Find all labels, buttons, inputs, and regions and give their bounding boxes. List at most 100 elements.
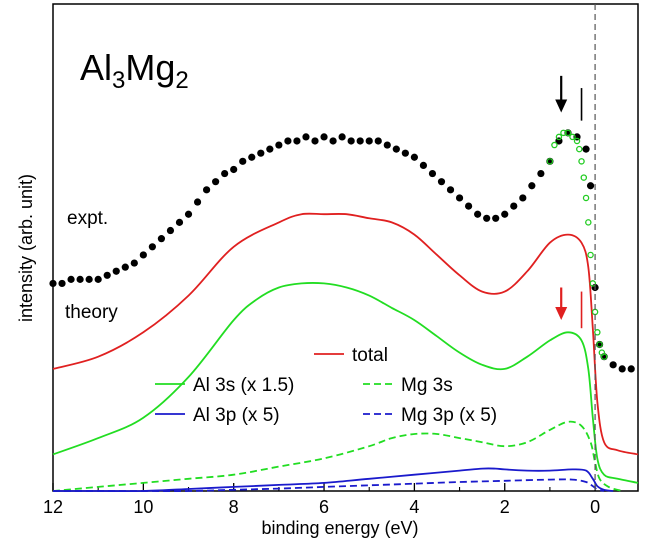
point-expt-hv-15	[594, 329, 601, 336]
point-expt-53	[528, 182, 536, 190]
point-expt-5	[94, 275, 102, 283]
point-expt-48	[483, 214, 491, 222]
point-expt-hv-4	[564, 129, 572, 137]
series-layer	[49, 129, 639, 493]
x-tick-label-1: 10	[133, 497, 153, 517]
point-expt-hv-8	[578, 158, 585, 165]
point-expt-13	[166, 226, 175, 235]
point-expt-26	[284, 137, 292, 145]
point-expt-hv-12	[587, 251, 594, 259]
arrow-head-0	[555, 99, 568, 113]
x-tick-label-5: 2	[500, 497, 510, 517]
point-expt-33	[347, 137, 355, 145]
series-al-3p-x-5	[52, 467, 614, 493]
point-expt-20	[230, 165, 238, 174]
point-expt-28	[302, 133, 310, 141]
point-expt-35	[365, 137, 373, 145]
x-tick-label-2: 8	[229, 497, 239, 517]
point-expt-29	[311, 137, 319, 145]
x-tick-label-3: 6	[319, 497, 329, 517]
point-expt-8	[121, 263, 129, 271]
legend-label-mg3s: Mg 3s	[401, 375, 453, 396]
point-expt-52	[519, 194, 527, 202]
point-expt-hv-9	[580, 174, 588, 181]
point-expt-hv-16	[596, 341, 603, 348]
chart-title: Al3Mg2	[80, 47, 189, 94]
point-expt-31	[329, 137, 337, 145]
point-expt-50	[501, 210, 509, 218]
point-expt-hv-10	[582, 194, 590, 202]
x-tick-label-4: 4	[409, 497, 419, 517]
point-expt-hv-11	[585, 219, 592, 226]
point-expt-44	[446, 186, 455, 194]
point-expt-25	[275, 141, 283, 149]
point-expt-19	[221, 169, 229, 178]
point-expt-9	[130, 259, 138, 267]
point-expt-24	[266, 145, 274, 153]
point-expt-6	[103, 271, 111, 279]
point-expt-37	[383, 141, 391, 149]
point-expt-64	[609, 361, 617, 369]
x-tick-label-0: 12	[43, 497, 63, 517]
point-expt-54	[537, 169, 545, 178]
x-ticks: 12 10 8 6 4 2 0	[43, 483, 600, 517]
series-mg-3s	[52, 420, 623, 492]
point-expt-hv-18	[600, 353, 608, 360]
legend-label-al3p: Al 3p (x 5)	[193, 405, 280, 426]
point-expt-39	[401, 149, 409, 157]
point-expt-65	[618, 365, 626, 373]
point-expt-14	[175, 218, 184, 226]
point-expt-hv-2	[555, 133, 563, 141]
point-expt-hv-13	[589, 280, 597, 287]
series-mg-3p-x-5	[52, 478, 605, 492]
point-expt-34	[356, 137, 364, 145]
point-expt-66	[627, 365, 635, 373]
legend-label-mg3p: Mg 3p (x 5)	[401, 405, 497, 426]
point-expt-7	[112, 267, 120, 275]
point-expt-12	[157, 235, 166, 243]
point-expt-60	[586, 182, 595, 190]
point-expt-43	[437, 178, 446, 186]
point-expt-59	[582, 145, 590, 153]
point-expt-49	[492, 214, 500, 222]
point-expt-3	[76, 275, 84, 283]
point-expt-11	[148, 243, 156, 251]
point-expt-hv-14	[591, 308, 599, 316]
marker-layer	[555, 75, 583, 329]
legend: total Al 3s (x 1.5) Mg 3s Al 3p (x 5) Mg…	[155, 345, 497, 426]
legend-label-al3s: Al 3s (x 1.5)	[193, 375, 294, 396]
y-axis-label: intensity (arb. unit)	[16, 174, 36, 322]
series-total	[52, 212, 639, 456]
point-expt-hv-6	[573, 137, 581, 145]
x-tick-label-6: 0	[590, 497, 600, 517]
label-expt: expt.	[67, 208, 108, 229]
point-expt-hv-0	[546, 158, 554, 165]
point-expt-hv-3	[560, 129, 567, 137]
point-expt-46	[464, 202, 473, 210]
point-expt-36	[374, 137, 382, 145]
point-expt-hv-1	[551, 141, 558, 149]
point-expt-38	[392, 145, 400, 153]
point-expt-1	[58, 279, 66, 288]
point-expt-16	[193, 198, 202, 206]
point-expt-hv-5	[569, 133, 576, 141]
point-expt-27	[293, 137, 301, 145]
point-expt-0	[49, 279, 57, 288]
point-expt-17	[202, 186, 211, 194]
point-expt-42	[428, 169, 437, 178]
point-expt-30	[320, 133, 328, 141]
plot-frame	[52, 3, 639, 492]
point-expt-22	[248, 153, 256, 161]
point-expt-45	[455, 194, 464, 202]
point-expt-32	[338, 133, 346, 141]
arrow-head-2	[555, 307, 568, 321]
legend-label-total: total	[352, 345, 388, 366]
point-expt-23	[257, 149, 265, 157]
point-expt-41	[419, 161, 428, 169]
point-expt-4	[85, 275, 93, 283]
series-al-3s-x-1-5	[52, 282, 639, 484]
point-expt-10	[139, 251, 147, 259]
x-axis-label: binding energy (eV)	[261, 518, 418, 538]
label-theory: theory	[65, 302, 118, 323]
